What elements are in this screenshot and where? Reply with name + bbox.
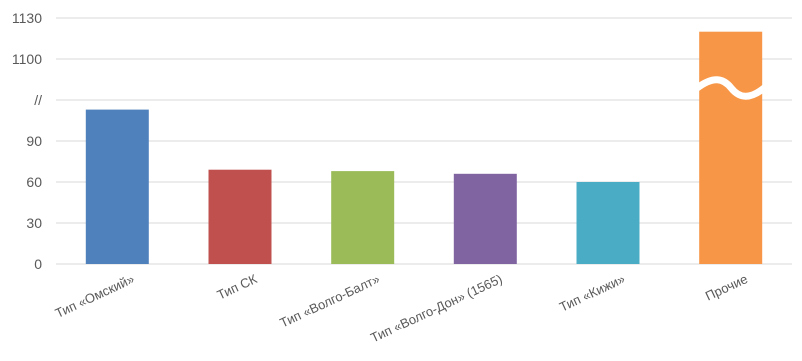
x-category-label: Тип «Омский» [53,271,137,321]
x-axis-category-labels: Тип «Омский» Тип СК Тип «Волго-Балт»Тип «В… [53,271,750,345]
bar [331,171,395,264]
bar [576,182,640,264]
x-category-label: Тип «Кижи» [557,271,627,314]
y-tick-label: 1100 [12,51,42,67]
y-axis-tick-labels: 0 30 60 90 // 1100 1130 [12,10,42,272]
y-tick-label: 60 [26,174,42,190]
x-category-label: Тип «Волго-Дон» (1565) [368,271,504,345]
gridlines [56,17,792,265]
y-tick-label: 30 [26,215,42,231]
y-tick-label: 90 [26,133,42,149]
x-category-label: Тип СК [215,271,260,303]
y-tick-label: 0 [34,256,42,272]
bar [453,173,517,264]
y-tick-label: // [34,92,42,108]
x-category-label: Тип «Волго-Балт» [277,271,381,330]
bar [208,169,272,264]
axis-break-squiggle [693,76,768,100]
bars [85,31,763,265]
y-tick-label: 1130 [12,10,42,26]
bar [699,31,763,265]
x-category-label: Прочие [703,271,750,304]
axis-break-marks [693,76,768,100]
bar [85,109,149,264]
